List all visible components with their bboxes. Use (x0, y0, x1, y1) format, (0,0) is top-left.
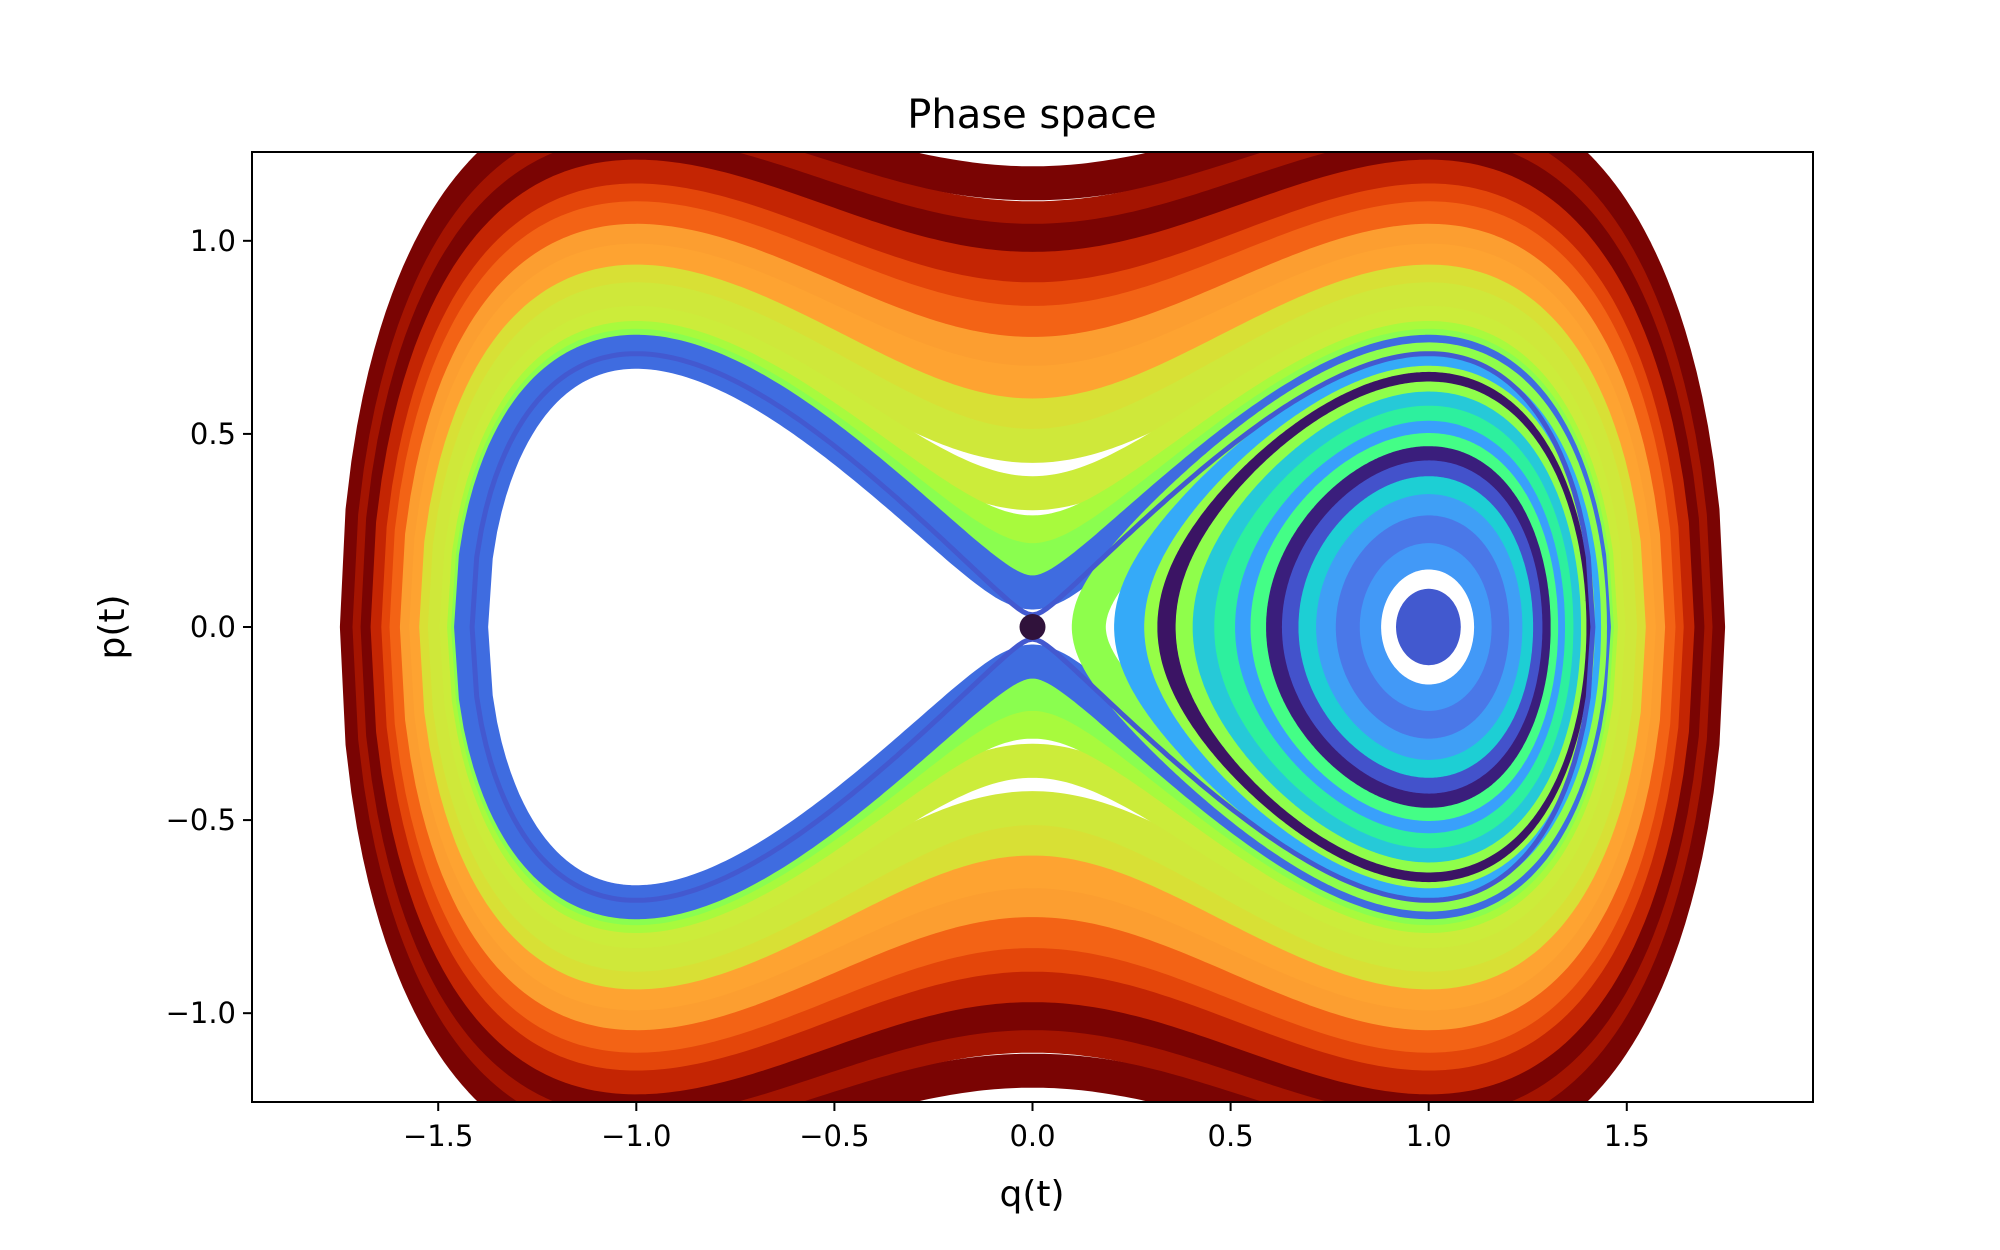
plot-area (339, 152, 1726, 1102)
x-tick-label: −1.0 (601, 1119, 671, 1153)
fixed-point-1 (1019, 614, 1046, 640)
y-axis: −1.0 −0.5 0.0 0.5 1.0 (166, 224, 252, 1030)
y-tick-label: 1.0 (190, 224, 236, 258)
y-axis-label: p(t) (92, 594, 133, 659)
x-tick-label: −0.5 (799, 1119, 869, 1153)
y-tick-label: −0.5 (166, 803, 236, 837)
y-tick-label: −1.0 (166, 996, 236, 1030)
trajectory-31 (1396, 588, 1461, 666)
x-tick-label: 0.0 (1009, 1119, 1055, 1153)
trajectory-29 (1359, 543, 1492, 711)
y-tick-label: 0.0 (190, 610, 236, 644)
x-axis: −1.5 −1.0 −0.5 0.0 0.5 1.0 1.5 (403, 1102, 1650, 1153)
trajectory-28 (1335, 515, 1510, 739)
separatrix-trajectory (469, 351, 1596, 903)
x-tick-label: 1.0 (1406, 1119, 1452, 1153)
x-axis-label: q(t) (999, 1174, 1064, 1215)
x-tick-label: 0.5 (1208, 1119, 1254, 1153)
chart-title: Phase space (907, 92, 1157, 138)
x-tick-label: −1.5 (403, 1119, 473, 1153)
y-tick-label: 0.5 (190, 417, 236, 451)
x-tick-label: 1.5 (1604, 1119, 1650, 1153)
